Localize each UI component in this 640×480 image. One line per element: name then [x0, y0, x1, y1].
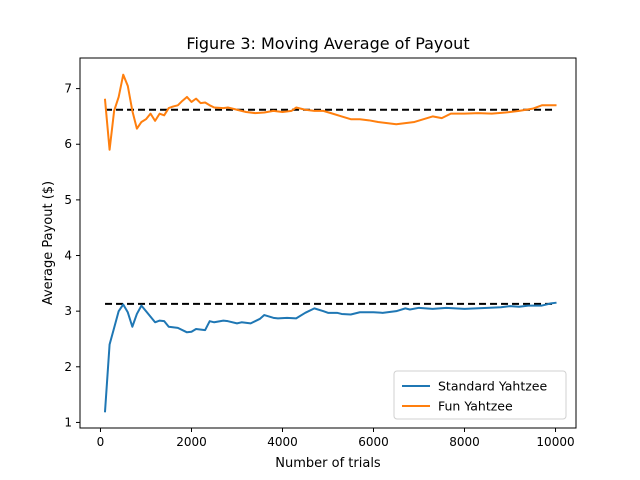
- y-tick-label-0: 1: [64, 415, 72, 429]
- legend-label-1: Fun Yahtzee: [438, 399, 513, 414]
- x-axis-label: Number of trials: [275, 456, 381, 471]
- series-line-0: [103, 301, 557, 413]
- x-tick-label-1: 2000: [176, 435, 207, 449]
- y-tick-label-4: 5: [64, 193, 72, 207]
- y-tick-label-5: 6: [64, 137, 72, 151]
- chart-title: Figure 3: Moving Average of Payout: [186, 34, 469, 53]
- plot-content: [103, 73, 557, 413]
- y-tick-label-3: 4: [64, 249, 72, 263]
- x-tick-label-5: 10000: [536, 435, 574, 449]
- x-tick-label-0: 0: [97, 435, 105, 449]
- axis-ticks: 0 2000 4000 6000 8000 10000 1 2 3 4 5 6 7: [64, 82, 574, 449]
- y-tick-label-2: 3: [64, 304, 72, 318]
- legend-box: [393, 370, 567, 420]
- y-tick-label-6: 7: [64, 82, 72, 96]
- series-line-1: [103, 73, 557, 151]
- x-tick-label-3: 6000: [358, 435, 389, 449]
- y-axis-label: Average Payout ($): [41, 181, 56, 305]
- x-tick-label-4: 8000: [449, 435, 480, 449]
- plot-frame: [79, 57, 577, 429]
- legend: Standard Yahtzee Fun Yahtzee: [393, 370, 567, 420]
- legend-label-0: Standard Yahtzee: [438, 379, 547, 394]
- y-tick-label-1: 2: [64, 360, 72, 374]
- x-tick-label-2: 4000: [267, 435, 298, 449]
